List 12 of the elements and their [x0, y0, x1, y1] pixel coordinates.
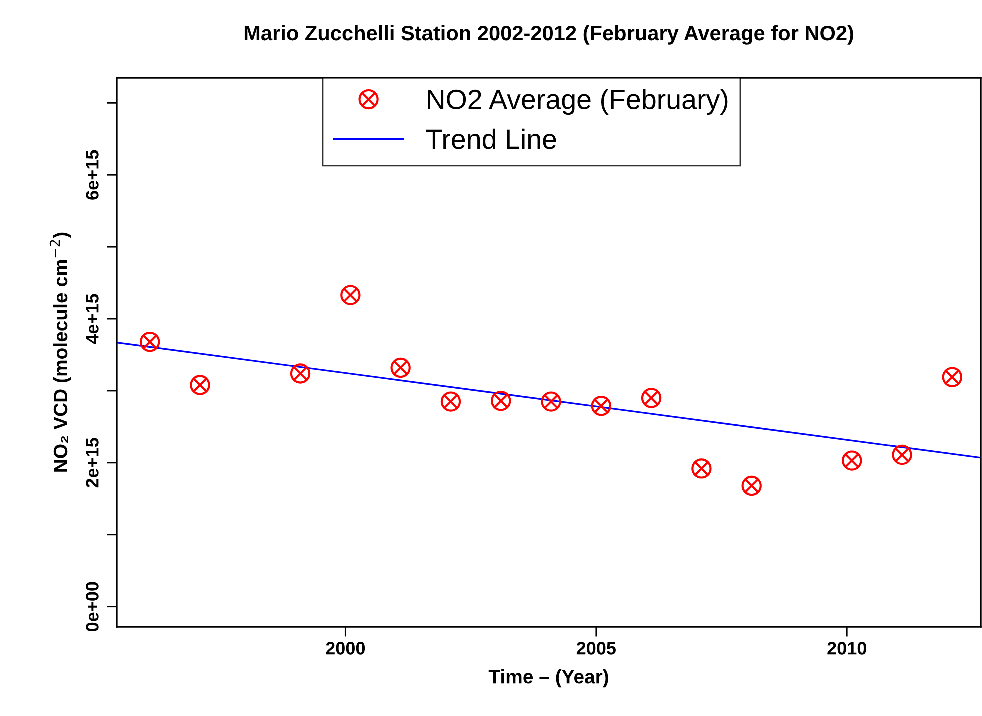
y-tick-label: 2e+15 — [86, 438, 99, 488]
x-tick-label: 2005 — [576, 642, 616, 655]
legend-label: Trend Line — [426, 128, 556, 150]
y-tick-label: 6e+15 — [86, 150, 99, 200]
y-tick-label: 4e+15 — [86, 294, 99, 344]
y-tick-label: 0e+00 — [86, 582, 99, 632]
x-tick-label: 2000 — [326, 642, 366, 655]
legend-label: NO2 Average (February) — [428, 89, 728, 116]
y-axis-title: NO₂ VCD (molecule cm$^{−2}$) — [50, 232, 72, 472]
x-tick-label: 2010 — [828, 642, 866, 655]
chart-title: Mario Zucchelli Station 2002-2012 (February Average for NO2) — [244, 25, 854, 45]
x-axis-title: Time – (Year) — [488, 670, 608, 688]
